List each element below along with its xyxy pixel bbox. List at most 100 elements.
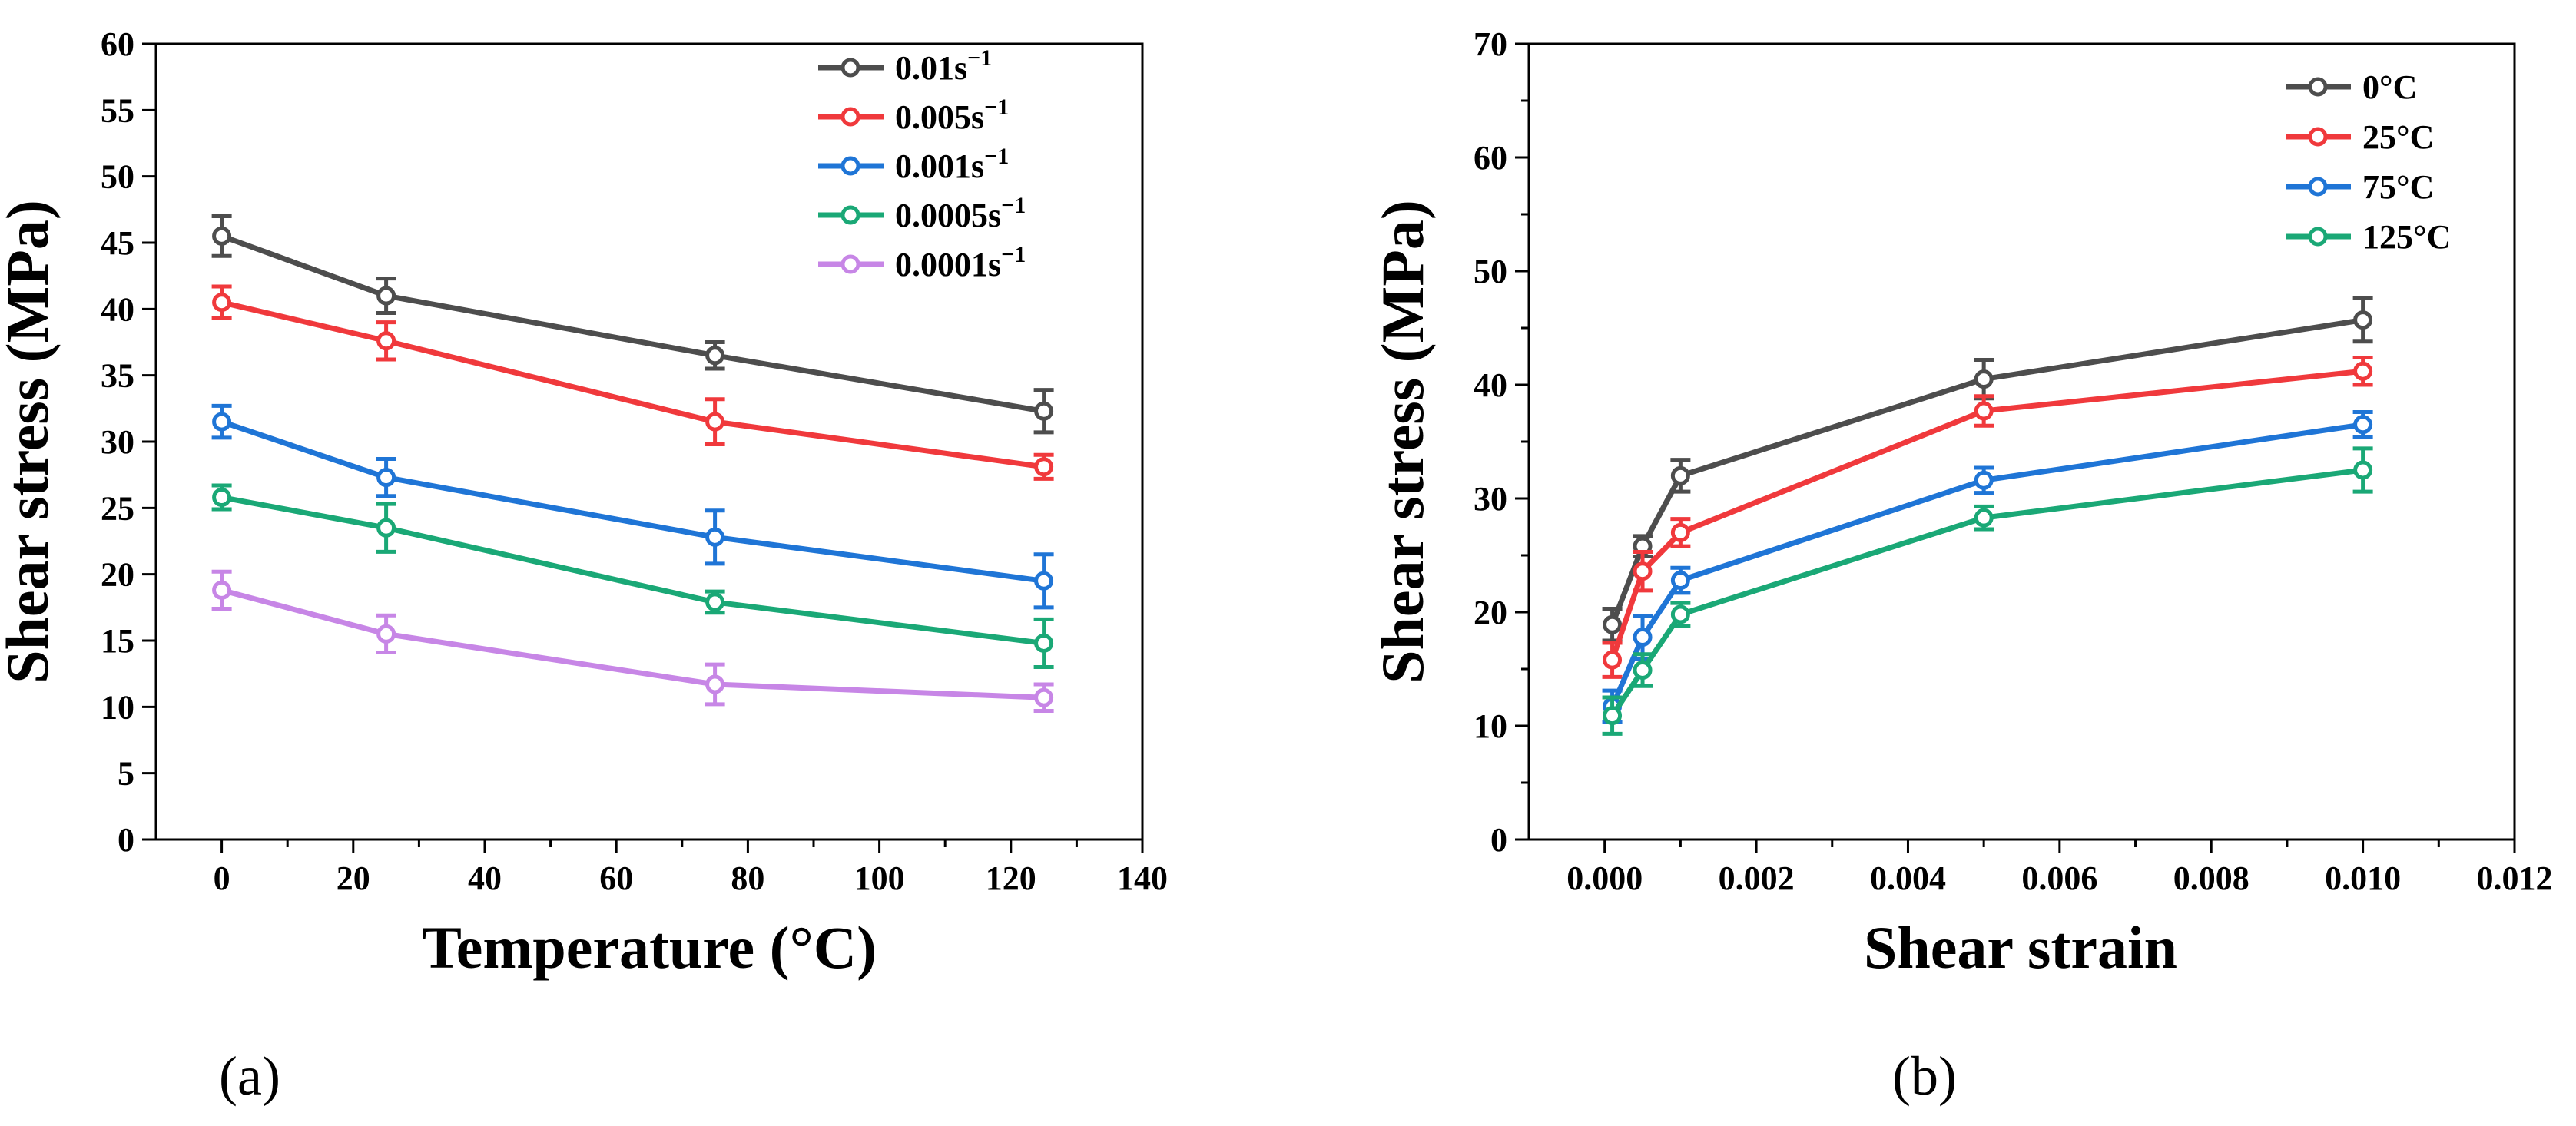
data-point bbox=[212, 488, 232, 508]
legend-label: 0°C bbox=[2362, 68, 2417, 106]
y-tick-label: 30 bbox=[101, 423, 134, 461]
series-0 bbox=[211, 214, 1054, 435]
legend-label-text: 0.0001s bbox=[895, 246, 1001, 283]
y-tick-label: 40 bbox=[101, 290, 134, 328]
plot-frame bbox=[1527, 42, 2516, 841]
data-point bbox=[1670, 571, 1690, 591]
y-tick-label: 15 bbox=[101, 622, 134, 660]
legend-marker bbox=[840, 205, 860, 225]
legend-label-exponent: −1 bbox=[967, 45, 992, 71]
y-tick-label: 0 bbox=[118, 821, 134, 859]
y-tick-label: 35 bbox=[101, 357, 134, 395]
series-3 bbox=[211, 483, 1054, 670]
y-axis-title: Shear stress (MPa) bbox=[1369, 200, 1436, 684]
x-tick-label: 0.006 bbox=[2021, 859, 2097, 897]
data-point bbox=[1034, 687, 1054, 707]
data-point bbox=[376, 518, 396, 538]
y-tick-label: 0 bbox=[1490, 821, 1507, 859]
x-tick-label: 40 bbox=[468, 859, 502, 897]
legend-label-exponent: −1 bbox=[984, 144, 1009, 169]
y-tick-label: 60 bbox=[1474, 139, 1507, 177]
y-tick-label: 30 bbox=[1474, 480, 1507, 518]
data-point bbox=[1034, 633, 1054, 653]
legend-marker bbox=[2308, 177, 2328, 197]
y-tick-label: 10 bbox=[101, 688, 134, 726]
legend-marker bbox=[840, 58, 860, 78]
legend-label-exponent: −1 bbox=[1001, 242, 1026, 267]
legend-label-text: 125°C bbox=[2362, 218, 2451, 256]
series-line bbox=[220, 588, 1044, 700]
x-tick-label: 0.000 bbox=[1566, 859, 1643, 897]
x-tick-label: 0.008 bbox=[2173, 859, 2249, 897]
legend-marker bbox=[840, 156, 860, 176]
x-tick-label: 60 bbox=[599, 859, 633, 897]
legend-label: 125°C bbox=[2362, 218, 2451, 256]
data-point bbox=[1670, 604, 1690, 624]
x-tick-label: 0.010 bbox=[2325, 859, 2401, 897]
data-point bbox=[1603, 650, 1623, 670]
legend-label-exponent: −1 bbox=[984, 94, 1009, 120]
legend-label-exponent: −1 bbox=[1001, 193, 1026, 218]
legend-label-text: 0°C bbox=[2362, 68, 2417, 106]
x-tick-label: 0.004 bbox=[1870, 859, 1946, 897]
legend-marker bbox=[2308, 227, 2328, 247]
data-point bbox=[1034, 457, 1054, 477]
series-2 bbox=[211, 403, 1054, 610]
panel-a-temperature-chart: 0 20 40 60 80 100 120 140 0 5 10 15 20 25 30 35 40 45 50 55… bbox=[0, 25, 1168, 1107]
y-tick-label: 50 bbox=[1474, 253, 1507, 290]
series-line bbox=[220, 419, 1045, 584]
data-point bbox=[376, 624, 396, 644]
y-tick-label: 20 bbox=[1474, 594, 1507, 631]
legend-marker bbox=[2308, 77, 2328, 97]
data-point bbox=[212, 412, 232, 432]
series-2 bbox=[1602, 410, 2373, 725]
legend-label: 0.0005s−1 bbox=[895, 193, 1026, 234]
data-point bbox=[376, 468, 396, 488]
data-point bbox=[1603, 706, 1623, 726]
legend-marker bbox=[2308, 127, 2328, 147]
data-point bbox=[2353, 415, 2373, 435]
data-point bbox=[212, 226, 232, 246]
y-tick-label: 70 bbox=[1474, 25, 1507, 63]
data-point bbox=[376, 331, 396, 351]
legend-label-text: 75°C bbox=[2362, 168, 2434, 206]
data-point bbox=[1974, 470, 1994, 490]
data-point bbox=[1974, 369, 1994, 389]
panel-b-shear-strain-chart: 0.000 0.002 0.004 0.006 0.008 0.010 0.012 0 10 20… bbox=[1369, 25, 2553, 1107]
data-point bbox=[1974, 508, 1994, 528]
data-point bbox=[1670, 465, 1690, 485]
x-tick-label: 0.002 bbox=[1719, 859, 1795, 897]
data-point bbox=[705, 346, 725, 366]
y-tick-label: 20 bbox=[101, 556, 134, 594]
data-point bbox=[705, 674, 725, 694]
data-point bbox=[1034, 401, 1054, 421]
x-tick-label: 120 bbox=[986, 859, 1036, 897]
y-tick-label: 60 bbox=[101, 25, 134, 63]
data-point bbox=[705, 412, 725, 432]
x-axis-title: Shear strain bbox=[1864, 914, 2177, 981]
series-4 bbox=[211, 569, 1054, 714]
data-point bbox=[1633, 628, 1653, 647]
legend-label-text: 0.005s bbox=[895, 98, 984, 136]
legend-label: 0.001s−1 bbox=[895, 144, 1009, 185]
series-1 bbox=[211, 284, 1054, 481]
data-point bbox=[1670, 522, 1690, 542]
y-axis-title: Shear stress (MPa) bbox=[0, 200, 61, 684]
data-point bbox=[1603, 614, 1623, 634]
y-tick-label: 45 bbox=[101, 224, 134, 262]
data-point bbox=[376, 286, 396, 306]
data-point bbox=[705, 527, 725, 547]
x-axis-title: Temperature (°C) bbox=[422, 914, 877, 981]
x-tick-label: 80 bbox=[731, 859, 764, 897]
series-0 bbox=[1602, 296, 2373, 643]
x-tick-label: 0 bbox=[214, 859, 230, 897]
y-tick-label: 25 bbox=[101, 489, 134, 527]
legend-label: 25°C bbox=[2362, 118, 2434, 156]
series-line bbox=[220, 300, 1045, 470]
legend-label-text: 25°C bbox=[2362, 118, 2434, 156]
legend-label: 75°C bbox=[2362, 168, 2434, 206]
y-tick-label: 40 bbox=[1474, 366, 1507, 404]
series-3 bbox=[1602, 446, 2373, 736]
y-tick-label: 5 bbox=[118, 755, 134, 793]
